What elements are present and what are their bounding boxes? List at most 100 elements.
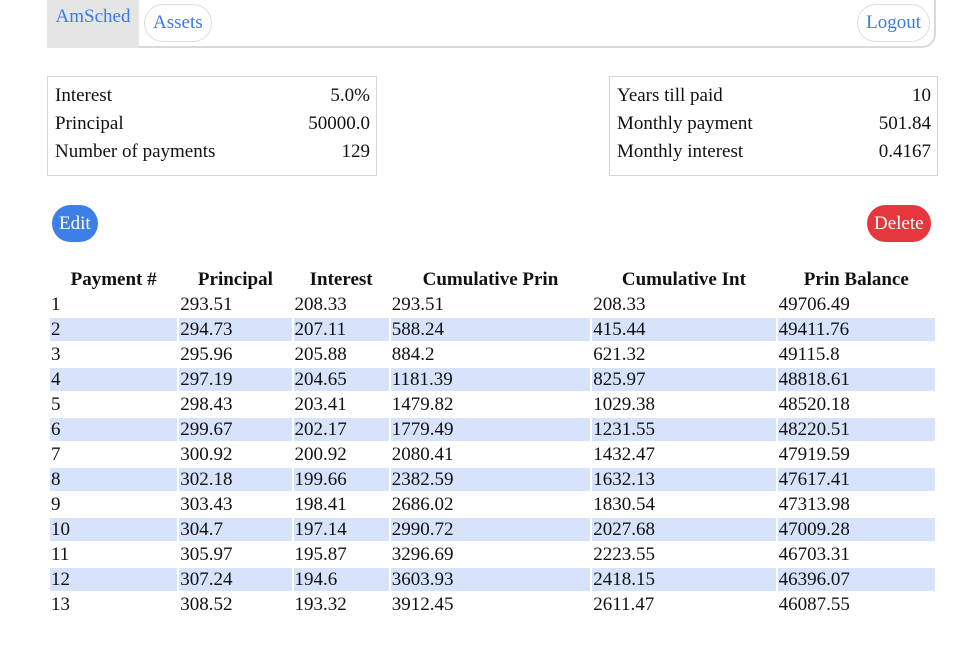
table-row: 13 308.52 193.32 3912.45 2611.47 46087.55 bbox=[50, 593, 935, 616]
summary-label: Years till paid bbox=[617, 85, 723, 106]
summary-value: 50000.0 bbox=[308, 113, 370, 134]
cell-prin-balance: 46087.55 bbox=[778, 594, 850, 615]
summary-label: Monthly payment bbox=[617, 113, 753, 134]
cell-cumulative-prin: 2686.02 bbox=[391, 494, 454, 515]
cell-cumulative-prin: 3296.69 bbox=[391, 544, 454, 565]
cell-prin-balance: 49115.8 bbox=[778, 344, 840, 365]
summary-row-interest: Interest 5.0% bbox=[55, 82, 370, 110]
table-row: 1 293.51 208.33 293.51 208.33 49706.49 bbox=[50, 293, 935, 316]
cell-prin-balance: 48520.18 bbox=[778, 394, 850, 415]
cell-prin-balance: 48818.61 bbox=[777, 368, 935, 391]
delete-button[interactable]: Delete bbox=[867, 205, 931, 242]
cell-cumulative-int: 1432.47 bbox=[593, 444, 655, 465]
summary-value: 129 bbox=[341, 141, 371, 162]
table-row: 7 300.92 200.92 2080.41 1432.47 47919.59 bbox=[50, 443, 935, 466]
cell-cumulative-prin: 3603.93 bbox=[390, 568, 591, 591]
summary-label: Principal bbox=[55, 113, 124, 134]
cell-interest: 205.88 bbox=[294, 344, 347, 365]
summary-value: 0.4167 bbox=[878, 141, 931, 162]
summary-label: Monthly interest bbox=[617, 141, 744, 162]
cell-prin-balance: 47617.41 bbox=[777, 468, 935, 491]
column-header-cumulative-prin: Cumulative Prin bbox=[422, 269, 559, 290]
column-header-prin-balance: Prin Balance bbox=[803, 269, 909, 290]
cell-principal: 295.96 bbox=[180, 344, 233, 365]
cell-prin-balance: 47313.98 bbox=[778, 494, 850, 515]
cell-interest: 204.65 bbox=[293, 368, 389, 391]
cell-cumulative-prin: 2382.59 bbox=[390, 468, 591, 491]
cell-cumulative-int: 2027.68 bbox=[592, 518, 776, 541]
cell-payment-number: 10 bbox=[50, 518, 178, 541]
cell-payment-number: 12 bbox=[50, 568, 178, 591]
cell-interest: 200.92 bbox=[294, 444, 347, 465]
cell-principal: 294.73 bbox=[179, 318, 292, 341]
column-header-cumulative-int: Cumulative Int bbox=[621, 269, 746, 290]
cell-cumulative-int: 1029.38 bbox=[593, 394, 655, 415]
table-row: 12 307.24 194.6 3603.93 2418.15 46396.07 bbox=[50, 568, 935, 591]
summary-label: Number of payments bbox=[55, 141, 216, 162]
cell-principal: 304.7 bbox=[179, 518, 292, 541]
cell-prin-balance: 49706.49 bbox=[778, 294, 850, 315]
cell-payment-number: 3 bbox=[51, 344, 61, 365]
cell-cumulative-int: 2418.15 bbox=[592, 568, 776, 591]
cell-principal: 300.92 bbox=[180, 444, 233, 465]
cell-interest: 193.32 bbox=[294, 594, 347, 615]
cell-principal: 299.67 bbox=[179, 418, 292, 441]
summary-label: Interest bbox=[55, 85, 112, 106]
column-header-principal: Principal bbox=[197, 269, 273, 290]
amortization-schedule-table: Payment # Principal Interest Cumulative … bbox=[48, 266, 937, 618]
summary-row-number-of-payments: Number of payments 129 bbox=[55, 138, 370, 166]
cell-cumulative-prin: 1181.39 bbox=[390, 368, 591, 391]
cell-interest: 203.41 bbox=[294, 394, 347, 415]
table-row: 5 298.43 203.41 1479.82 1029.38 48520.18 bbox=[50, 393, 935, 416]
cell-interest: 195.87 bbox=[294, 544, 347, 565]
cell-cumulative-int: 621.32 bbox=[593, 344, 646, 365]
cell-cumulative-prin: 3912.45 bbox=[391, 594, 454, 615]
cell-cumulative-prin: 884.2 bbox=[391, 344, 435, 365]
cell-prin-balance: 46703.31 bbox=[778, 544, 850, 565]
logout-button[interactable]: Logout bbox=[857, 4, 930, 42]
edit-button[interactable]: Edit bbox=[52, 205, 98, 242]
table-row: 11 305.97 195.87 3296.69 2223.55 46703.31 bbox=[50, 543, 935, 566]
summary-value: 501.84 bbox=[878, 113, 931, 134]
cell-cumulative-int: 825.97 bbox=[592, 368, 776, 391]
top-nav-bar: AmSched Assets Logout bbox=[47, 0, 936, 48]
table-row: 4 297.19 204.65 1181.39 825.97 48818.61 bbox=[50, 368, 935, 391]
summary-row-monthly-interest: Monthly interest 0.4167 bbox=[617, 138, 931, 166]
cell-cumulative-prin: 1479.82 bbox=[391, 394, 454, 415]
cell-cumulative-int: 208.33 bbox=[593, 294, 646, 315]
cell-interest: 208.33 bbox=[294, 294, 347, 315]
cell-cumulative-prin: 2080.41 bbox=[391, 444, 454, 465]
nav-assets-button[interactable]: Assets bbox=[144, 4, 212, 42]
table-row: 8 302.18 199.66 2382.59 1632.13 47617.41 bbox=[50, 468, 935, 491]
cell-cumulative-prin: 2990.72 bbox=[390, 518, 591, 541]
cell-principal: 308.52 bbox=[180, 594, 233, 615]
cell-cumulative-int: 2223.55 bbox=[593, 544, 655, 565]
cell-payment-number: 9 bbox=[51, 494, 61, 515]
cell-cumulative-prin: 1779.49 bbox=[390, 418, 591, 441]
summary-row-years-till-paid: Years till paid 10 bbox=[617, 82, 931, 110]
table-row: 10 304.7 197.14 2990.72 2027.68 47009.28 bbox=[50, 518, 935, 541]
cell-principal: 303.43 bbox=[180, 494, 233, 515]
payment-summary-panel: Years till paid 10 Monthly payment 501.8… bbox=[609, 76, 938, 176]
cell-principal: 293.51 bbox=[180, 294, 233, 315]
table-row: 6 299.67 202.17 1779.49 1231.55 48220.51 bbox=[50, 418, 935, 441]
table-body: 1 293.51 208.33 293.51 208.33 49706.49 2 294.73… bbox=[50, 293, 935, 616]
cell-cumulative-prin: 588.24 bbox=[390, 318, 591, 341]
summary-row-monthly-payment: Monthly payment 501.84 bbox=[617, 110, 931, 138]
table-row: 3 295.96 205.88 884.2 621.32 49115.8 bbox=[50, 343, 935, 366]
cell-cumulative-int: 1231.55 bbox=[592, 418, 776, 441]
cell-prin-balance: 48220.51 bbox=[777, 418, 935, 441]
column-header-interest: Interest bbox=[309, 269, 373, 290]
nav-tab-amsched[interactable]: AmSched bbox=[47, 0, 139, 48]
cell-interest: 194.6 bbox=[293, 568, 389, 591]
cell-payment-number: 1 bbox=[51, 294, 61, 315]
loan-summary-panel: Interest 5.0% Principal 50000.0 Number o… bbox=[47, 76, 377, 176]
summary-row-principal: Principal 50000.0 bbox=[55, 110, 370, 138]
cell-principal: 307.24 bbox=[179, 568, 292, 591]
cell-interest: 197.14 bbox=[293, 518, 389, 541]
cell-principal: 298.43 bbox=[180, 394, 233, 415]
table-row: 2 294.73 207.11 588.24 415.44 49411.76 bbox=[50, 318, 935, 341]
cell-payment-number: 2 bbox=[50, 318, 178, 341]
table-header-row: Payment # Principal Interest Cumulative … bbox=[50, 268, 935, 291]
column-header-payment-number: Payment # bbox=[70, 269, 157, 290]
